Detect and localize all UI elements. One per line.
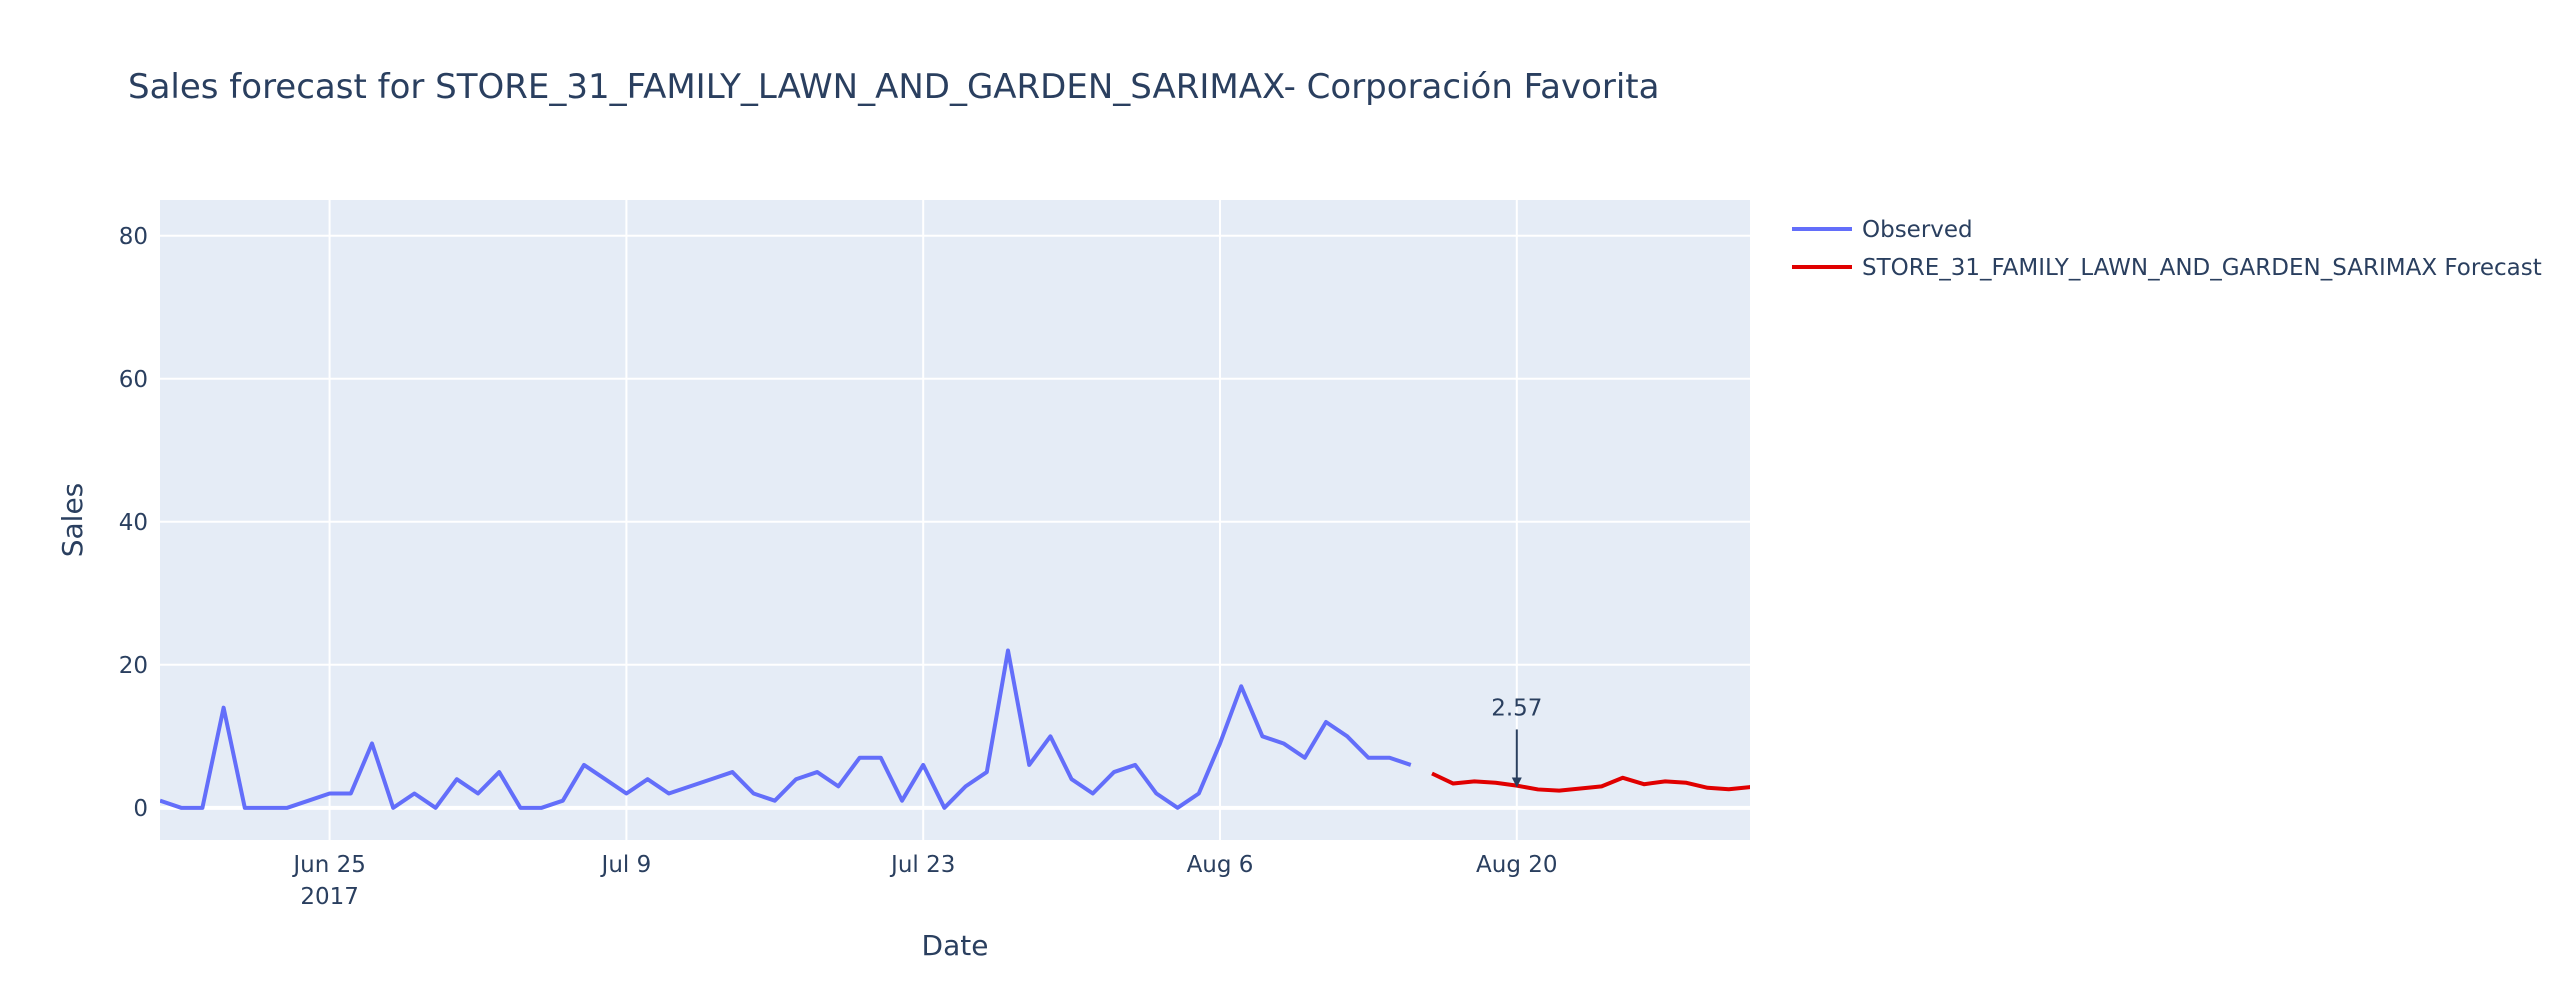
x-tick-sublabel: 2017	[300, 884, 359, 910]
series-layer	[160, 648, 1792, 810]
y-tick-label: 40	[119, 510, 148, 536]
y-tick-label: 20	[119, 653, 148, 679]
y-gridlines	[160, 234, 1750, 810]
y-tick-label: 80	[119, 224, 148, 250]
legend-label: STORE_31_FAMILY_LAWN_AND_GARDEN_SARIMAX …	[1862, 255, 2542, 281]
x-tick-label: Jul 23	[889, 852, 955, 878]
legend-item-observed[interactable]: Observed	[1792, 217, 1973, 243]
chart-title: Sales forecast for STORE_31_FAMILY_LAWN_…	[128, 67, 1659, 107]
annotation-arrow-head	[1511, 777, 1522, 788]
x-tick-label: Jun 25	[291, 852, 366, 878]
plot-area[interactable]	[160, 200, 1750, 840]
x-tick-labels: Jun 25 2017 Jul 9 Jul 23 Aug 6 Aug 20	[291, 852, 1557, 910]
legend-item-forecast[interactable]: STORE_31_FAMILY_LAWN_AND_GARDEN_SARIMAX …	[1792, 255, 2542, 281]
x-axis-title: Date	[922, 929, 989, 962]
y-tick-label: 0	[133, 796, 148, 822]
forecast-series-line[interactable]	[1431, 771, 1792, 793]
annotation-layer: 2.57	[1491, 695, 1542, 788]
y-tick-label: 60	[119, 367, 148, 393]
legend-label: Observed	[1862, 217, 1973, 243]
x-tick-label: Aug 6	[1187, 852, 1254, 878]
observed-series-line[interactable]	[160, 648, 1412, 810]
y-tick-labels: 0 20 40 60 80	[119, 224, 148, 822]
x-tick-label: Jul 9	[600, 852, 652, 878]
x-gridlines	[328, 200, 1518, 840]
y-axis-title: Sales	[56, 483, 89, 558]
x-tick-label: Aug 20	[1476, 852, 1558, 878]
annotation-label: 2.57	[1491, 695, 1542, 721]
legend: Observed STORE_31_FAMILY_LAWN_AND_GARDEN_…	[1792, 217, 2542, 281]
